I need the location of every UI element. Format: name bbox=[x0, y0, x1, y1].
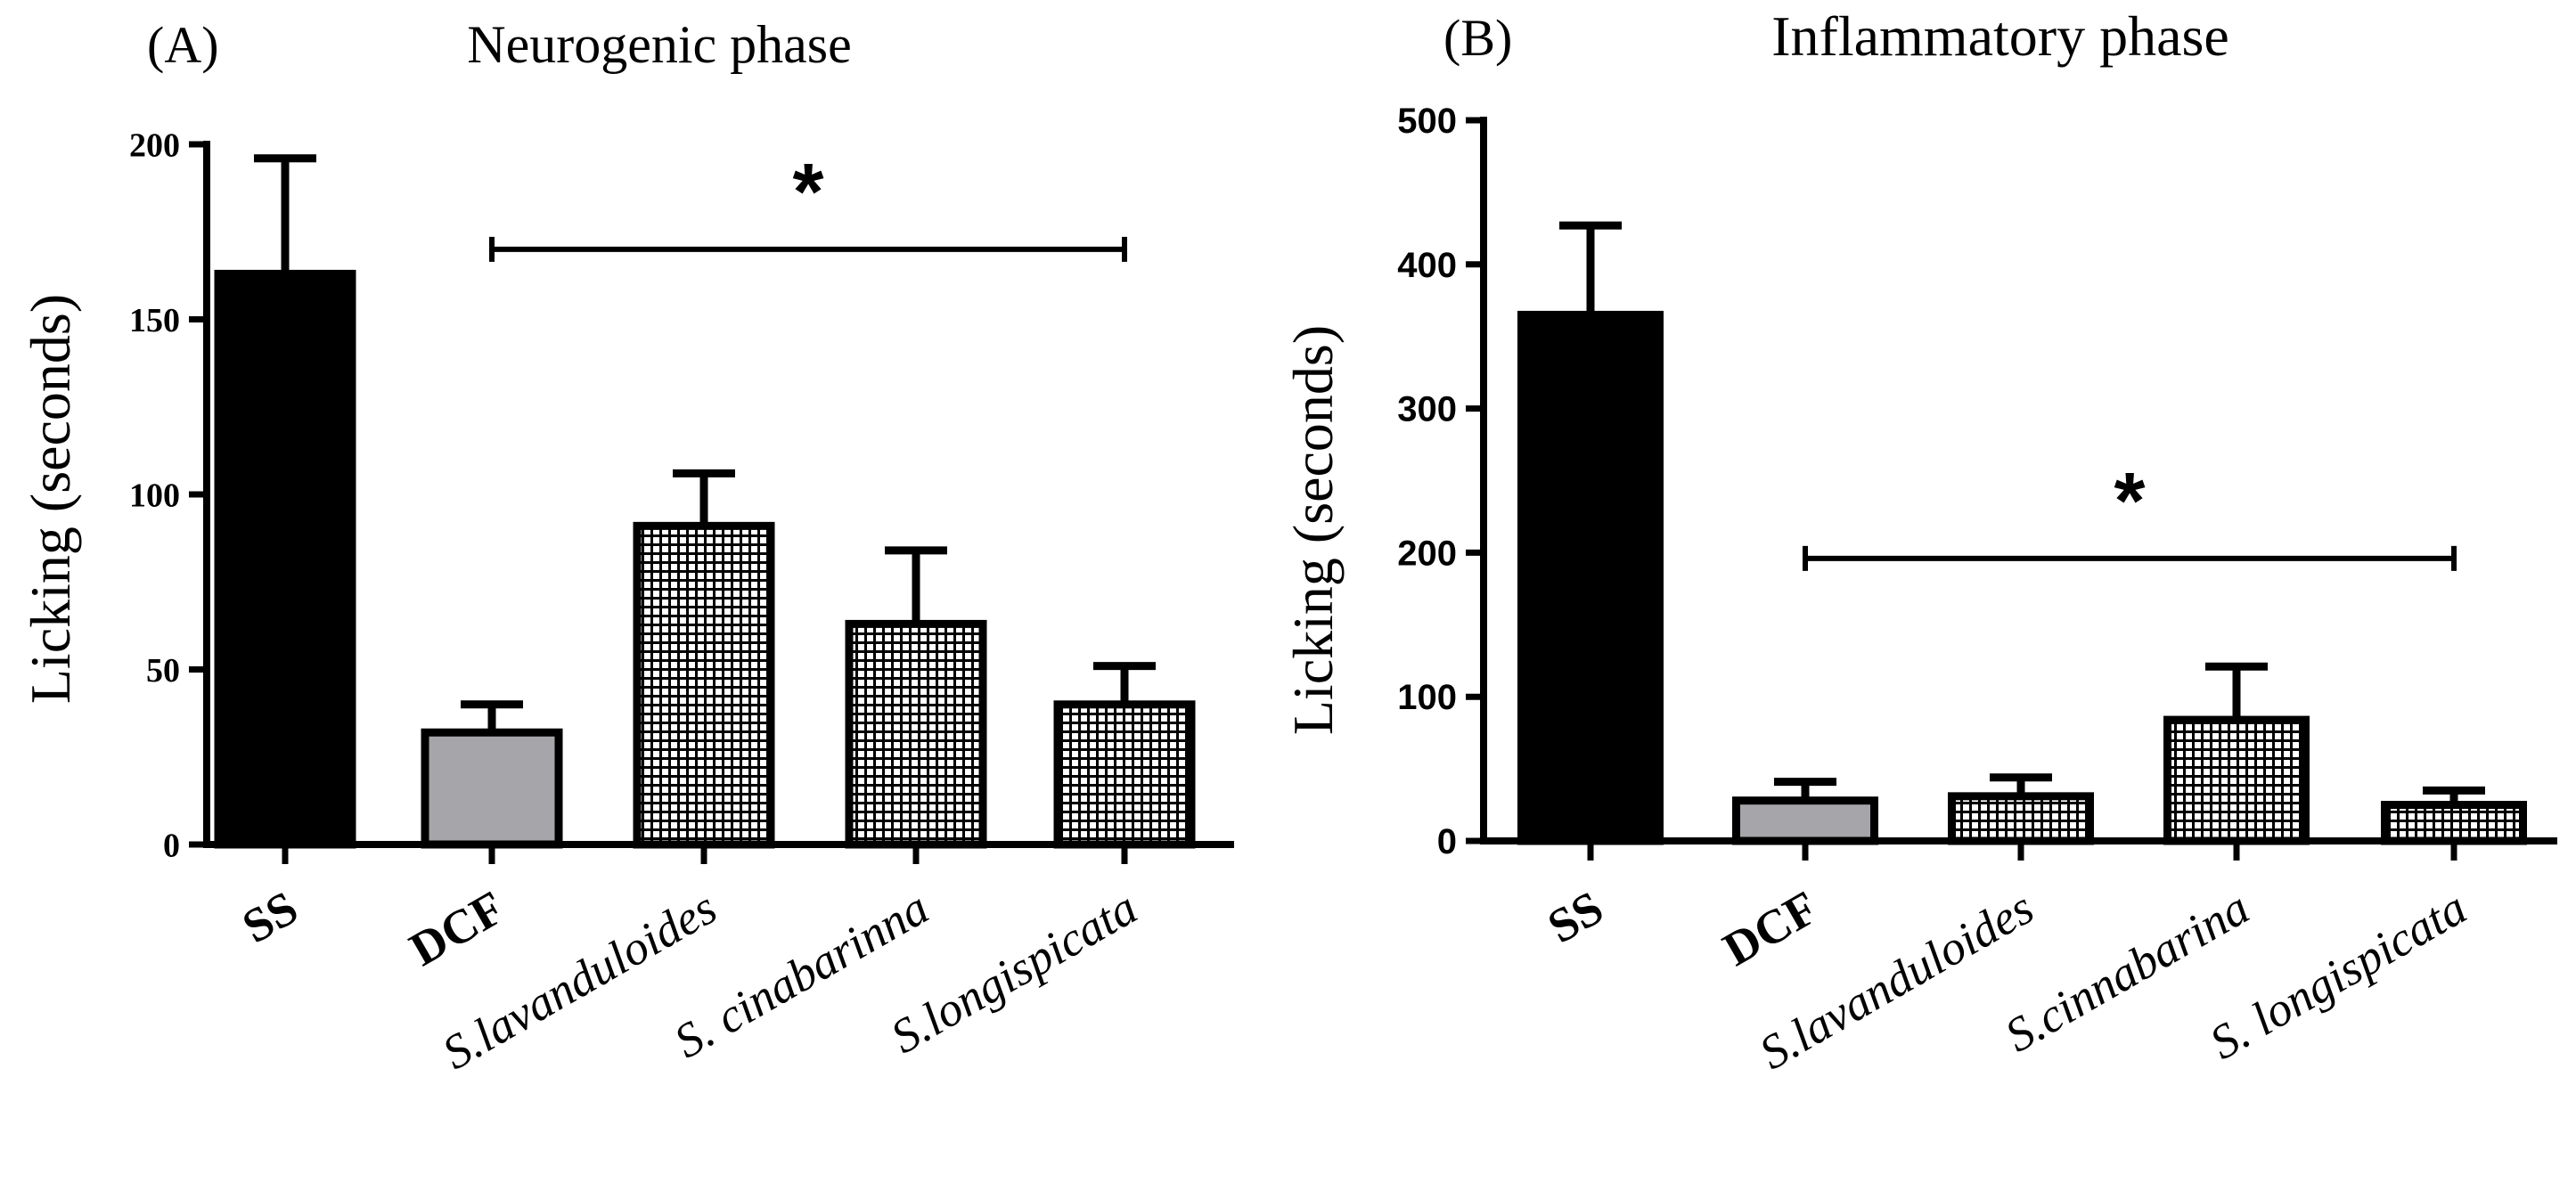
panel-b-bar-0 bbox=[1517, 310, 1664, 845]
panel-a-ytick-label-4: 200 bbox=[129, 126, 180, 164]
panel-b-title: Inflammatory phase bbox=[1771, 4, 2229, 68]
panel-b-bar-2 bbox=[1948, 792, 2094, 845]
panel-a-bar-2 bbox=[633, 521, 775, 849]
panel-b-ytick-label-2: 200 bbox=[1397, 534, 1457, 573]
panel-b-ytick-label-5: 500 bbox=[1397, 102, 1457, 141]
panel-a-bar-4 bbox=[1053, 700, 1196, 849]
panel-b-ytick-label-1: 100 bbox=[1397, 678, 1457, 717]
panel-b-ylabel: Licking (seconds) bbox=[1281, 325, 1345, 735]
panel-a-ytick-label-2: 100 bbox=[129, 477, 180, 514]
panel-b-bar-3 bbox=[2163, 715, 2310, 845]
panel-a-xtick-label-1: DCF bbox=[401, 880, 513, 975]
panel-b-ytick-label-4: 400 bbox=[1397, 246, 1457, 285]
panel-b-xtick-label-1: DCF bbox=[1714, 880, 1827, 975]
panel-b-ytick-label-3: 300 bbox=[1397, 390, 1457, 429]
panel-b-ytick-label-0: 0 bbox=[1437, 822, 1457, 861]
panel-b-bar-1 bbox=[1732, 796, 1878, 845]
panel-a-ylabel: Licking (seconds) bbox=[19, 294, 82, 704]
panel-b-xtick-label-0: SS bbox=[1539, 880, 1612, 953]
panel-a: (A) Neurogenic phase Licking (seconds) 0… bbox=[19, 15, 1234, 1080]
panel-b-label: (B) bbox=[1443, 9, 1512, 67]
panel-a-ytick-label-1: 50 bbox=[146, 652, 180, 689]
panel-b-significance-star: * bbox=[2114, 457, 2145, 546]
panel-a-significance-star: * bbox=[792, 148, 823, 237]
panel-a-bar-1 bbox=[421, 728, 563, 849]
panel-a-bar-0 bbox=[214, 269, 356, 849]
panel-b-bar-4 bbox=[2381, 801, 2527, 845]
panel-a-label: (A) bbox=[147, 16, 219, 74]
panel-a-title: Neurogenic phase bbox=[467, 15, 851, 74]
panel-b: (B) Inflammatory phase Licking (seconds)… bbox=[1281, 4, 2557, 1080]
panel-a-ytick-label-3: 150 bbox=[129, 302, 180, 339]
panel-a-xtick-label-0: SS bbox=[233, 880, 307, 953]
panel-a-ytick-label-0: 0 bbox=[163, 827, 180, 864]
panel-a-bar-3 bbox=[845, 619, 987, 849]
